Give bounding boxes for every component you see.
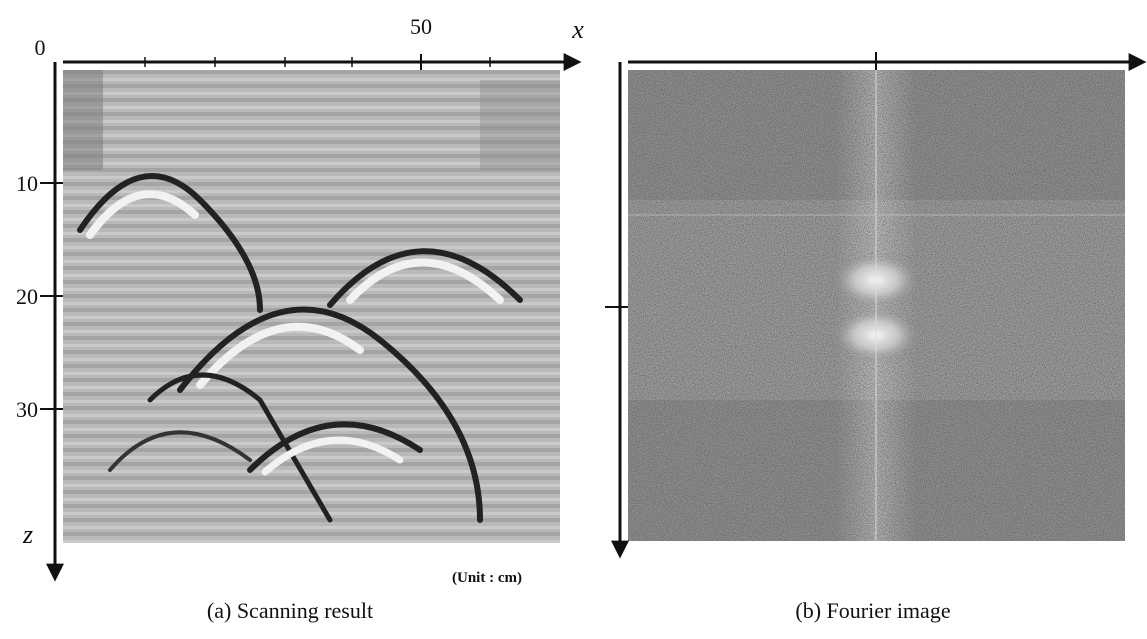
z-axis-label: z — [22, 520, 33, 549]
caption: (b) Fourier image — [795, 598, 950, 623]
scan-image — [63, 70, 560, 543]
x-tick-label: 50 — [410, 14, 432, 39]
minor-ticks — [144, 57, 491, 67]
fourier-image — [628, 70, 1125, 541]
caption: (a) Scanning result — [207, 598, 373, 623]
x-axis-label: x — [571, 15, 584, 44]
origin-label: 0 — [35, 35, 46, 60]
z-tick-label: 30 — [16, 397, 38, 422]
unit-note: (Unit : cm) — [452, 570, 522, 586]
z-tick-label: 10 — [16, 171, 38, 196]
z-tick-label: 20 — [16, 284, 38, 309]
